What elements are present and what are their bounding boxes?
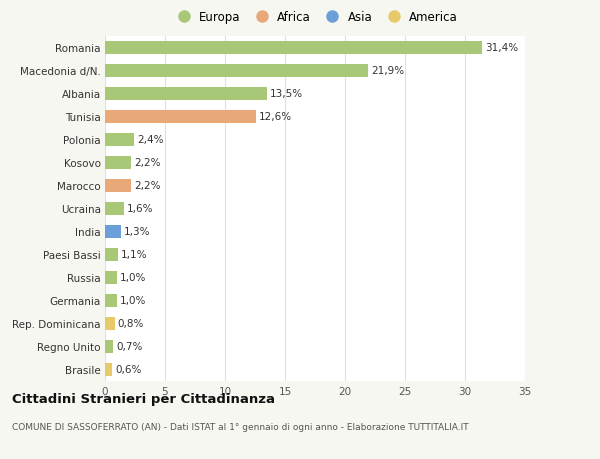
Text: 13,5%: 13,5% — [270, 89, 303, 99]
Bar — [105, 340, 113, 353]
Bar — [105, 42, 482, 55]
Bar — [105, 111, 256, 123]
Text: 1,0%: 1,0% — [120, 273, 146, 283]
Text: 2,2%: 2,2% — [134, 181, 161, 191]
Text: 2,4%: 2,4% — [137, 135, 163, 145]
Text: 21,9%: 21,9% — [371, 66, 404, 76]
Text: 0,7%: 0,7% — [116, 341, 143, 352]
Text: 1,0%: 1,0% — [120, 296, 146, 306]
Text: 31,4%: 31,4% — [485, 43, 518, 53]
Bar — [105, 225, 121, 238]
Text: 1,3%: 1,3% — [124, 227, 150, 237]
Text: 0,8%: 0,8% — [118, 319, 144, 329]
Bar — [105, 157, 131, 169]
Bar — [105, 179, 131, 192]
Text: 2,2%: 2,2% — [134, 158, 161, 168]
Text: COMUNE DI SASSOFERRATO (AN) - Dati ISTAT al 1° gennaio di ogni anno - Elaborazio: COMUNE DI SASSOFERRATO (AN) - Dati ISTAT… — [12, 422, 469, 431]
Bar — [105, 294, 117, 307]
Text: 1,1%: 1,1% — [121, 250, 148, 260]
Text: 1,6%: 1,6% — [127, 204, 154, 214]
Text: 12,6%: 12,6% — [259, 112, 292, 122]
Bar — [105, 363, 112, 376]
Bar — [105, 202, 124, 215]
Text: 0,6%: 0,6% — [115, 364, 142, 375]
Bar — [105, 134, 134, 146]
Bar — [105, 88, 267, 101]
Bar — [105, 248, 118, 261]
Text: Cittadini Stranieri per Cittadinanza: Cittadini Stranieri per Cittadinanza — [12, 392, 275, 405]
Legend: Europa, Africa, Asia, America: Europa, Africa, Asia, America — [172, 11, 458, 24]
Bar — [105, 317, 115, 330]
Bar — [105, 65, 368, 78]
Bar — [105, 271, 117, 284]
